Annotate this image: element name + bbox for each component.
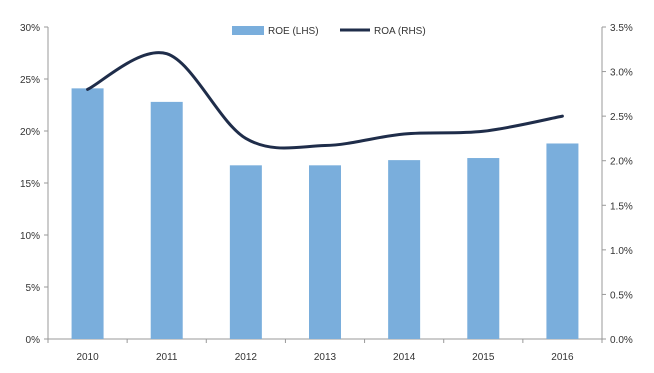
left-axis-tick-label: 25%: [20, 75, 40, 86]
legend-label-roa: ROA (RHS): [374, 26, 426, 37]
left-axis-tick-label: 15%: [20, 179, 40, 190]
right-axis-tick-label: 2.5%: [610, 112, 633, 123]
right-axis-tick-label: 2.0%: [610, 157, 633, 168]
legend-label-roe: ROE (LHS): [268, 26, 319, 37]
bar-roe: [388, 160, 420, 339]
right-axis-tick-label: 3.0%: [610, 68, 633, 79]
right-axis-tick-label: 0.5%: [610, 290, 633, 301]
left-axis-tick-label: 10%: [20, 231, 40, 242]
bar-roe: [230, 165, 262, 339]
x-axis-tick-label: 2015: [472, 352, 495, 363]
right-axis-tick-label: 1.0%: [610, 246, 633, 257]
right-axis-tick-label: 0.0%: [610, 335, 633, 346]
left-axis-tick-label: 0%: [26, 335, 41, 346]
x-axis-tick-label: 2010: [76, 352, 99, 363]
x-axis-tick-label: 2012: [235, 352, 258, 363]
x-axis-tick-label: 2016: [551, 352, 574, 363]
bar-roe: [151, 102, 183, 339]
bar-roe: [546, 143, 578, 339]
bar-roe: [72, 88, 104, 339]
left-axis-tick-label: 5%: [26, 283, 41, 294]
x-axis-tick-label: 2014: [393, 352, 416, 363]
bar-roe: [309, 165, 341, 339]
legend: ROE (LHS) ROA (RHS): [232, 26, 426, 37]
right-axis-tick-label: 1.5%: [610, 201, 633, 212]
legend-swatch-roe: [232, 26, 264, 35]
left-axis-tick-label: 30%: [20, 23, 40, 34]
bar-roe: [467, 158, 499, 339]
x-axis-tick-label: 2013: [314, 352, 337, 363]
right-axis-tick-label: 3.5%: [610, 23, 633, 34]
left-axis-tick-label: 20%: [20, 127, 40, 138]
x-axis-tick-label: 2011: [156, 352, 178, 363]
bars-layer: [72, 88, 579, 339]
